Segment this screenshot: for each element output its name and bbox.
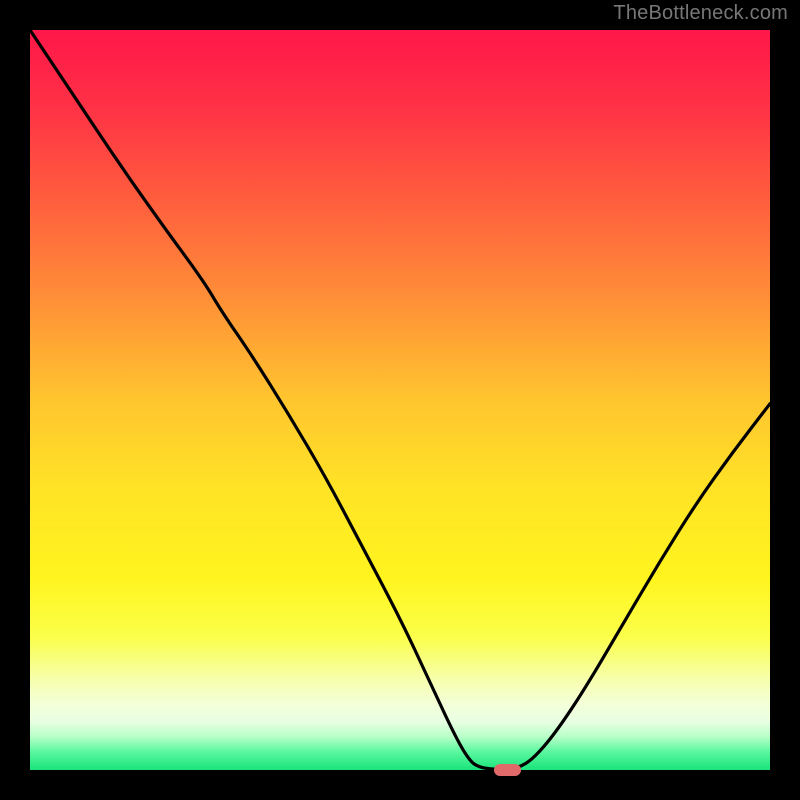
optimal-marker (494, 764, 521, 775)
bottleneck-curve (30, 30, 770, 769)
chart-frame: TheBottleneck.com (0, 0, 800, 800)
curve-layer (30, 30, 770, 770)
watermark-text: TheBottleneck.com (613, 2, 788, 25)
plot-area (30, 30, 770, 770)
